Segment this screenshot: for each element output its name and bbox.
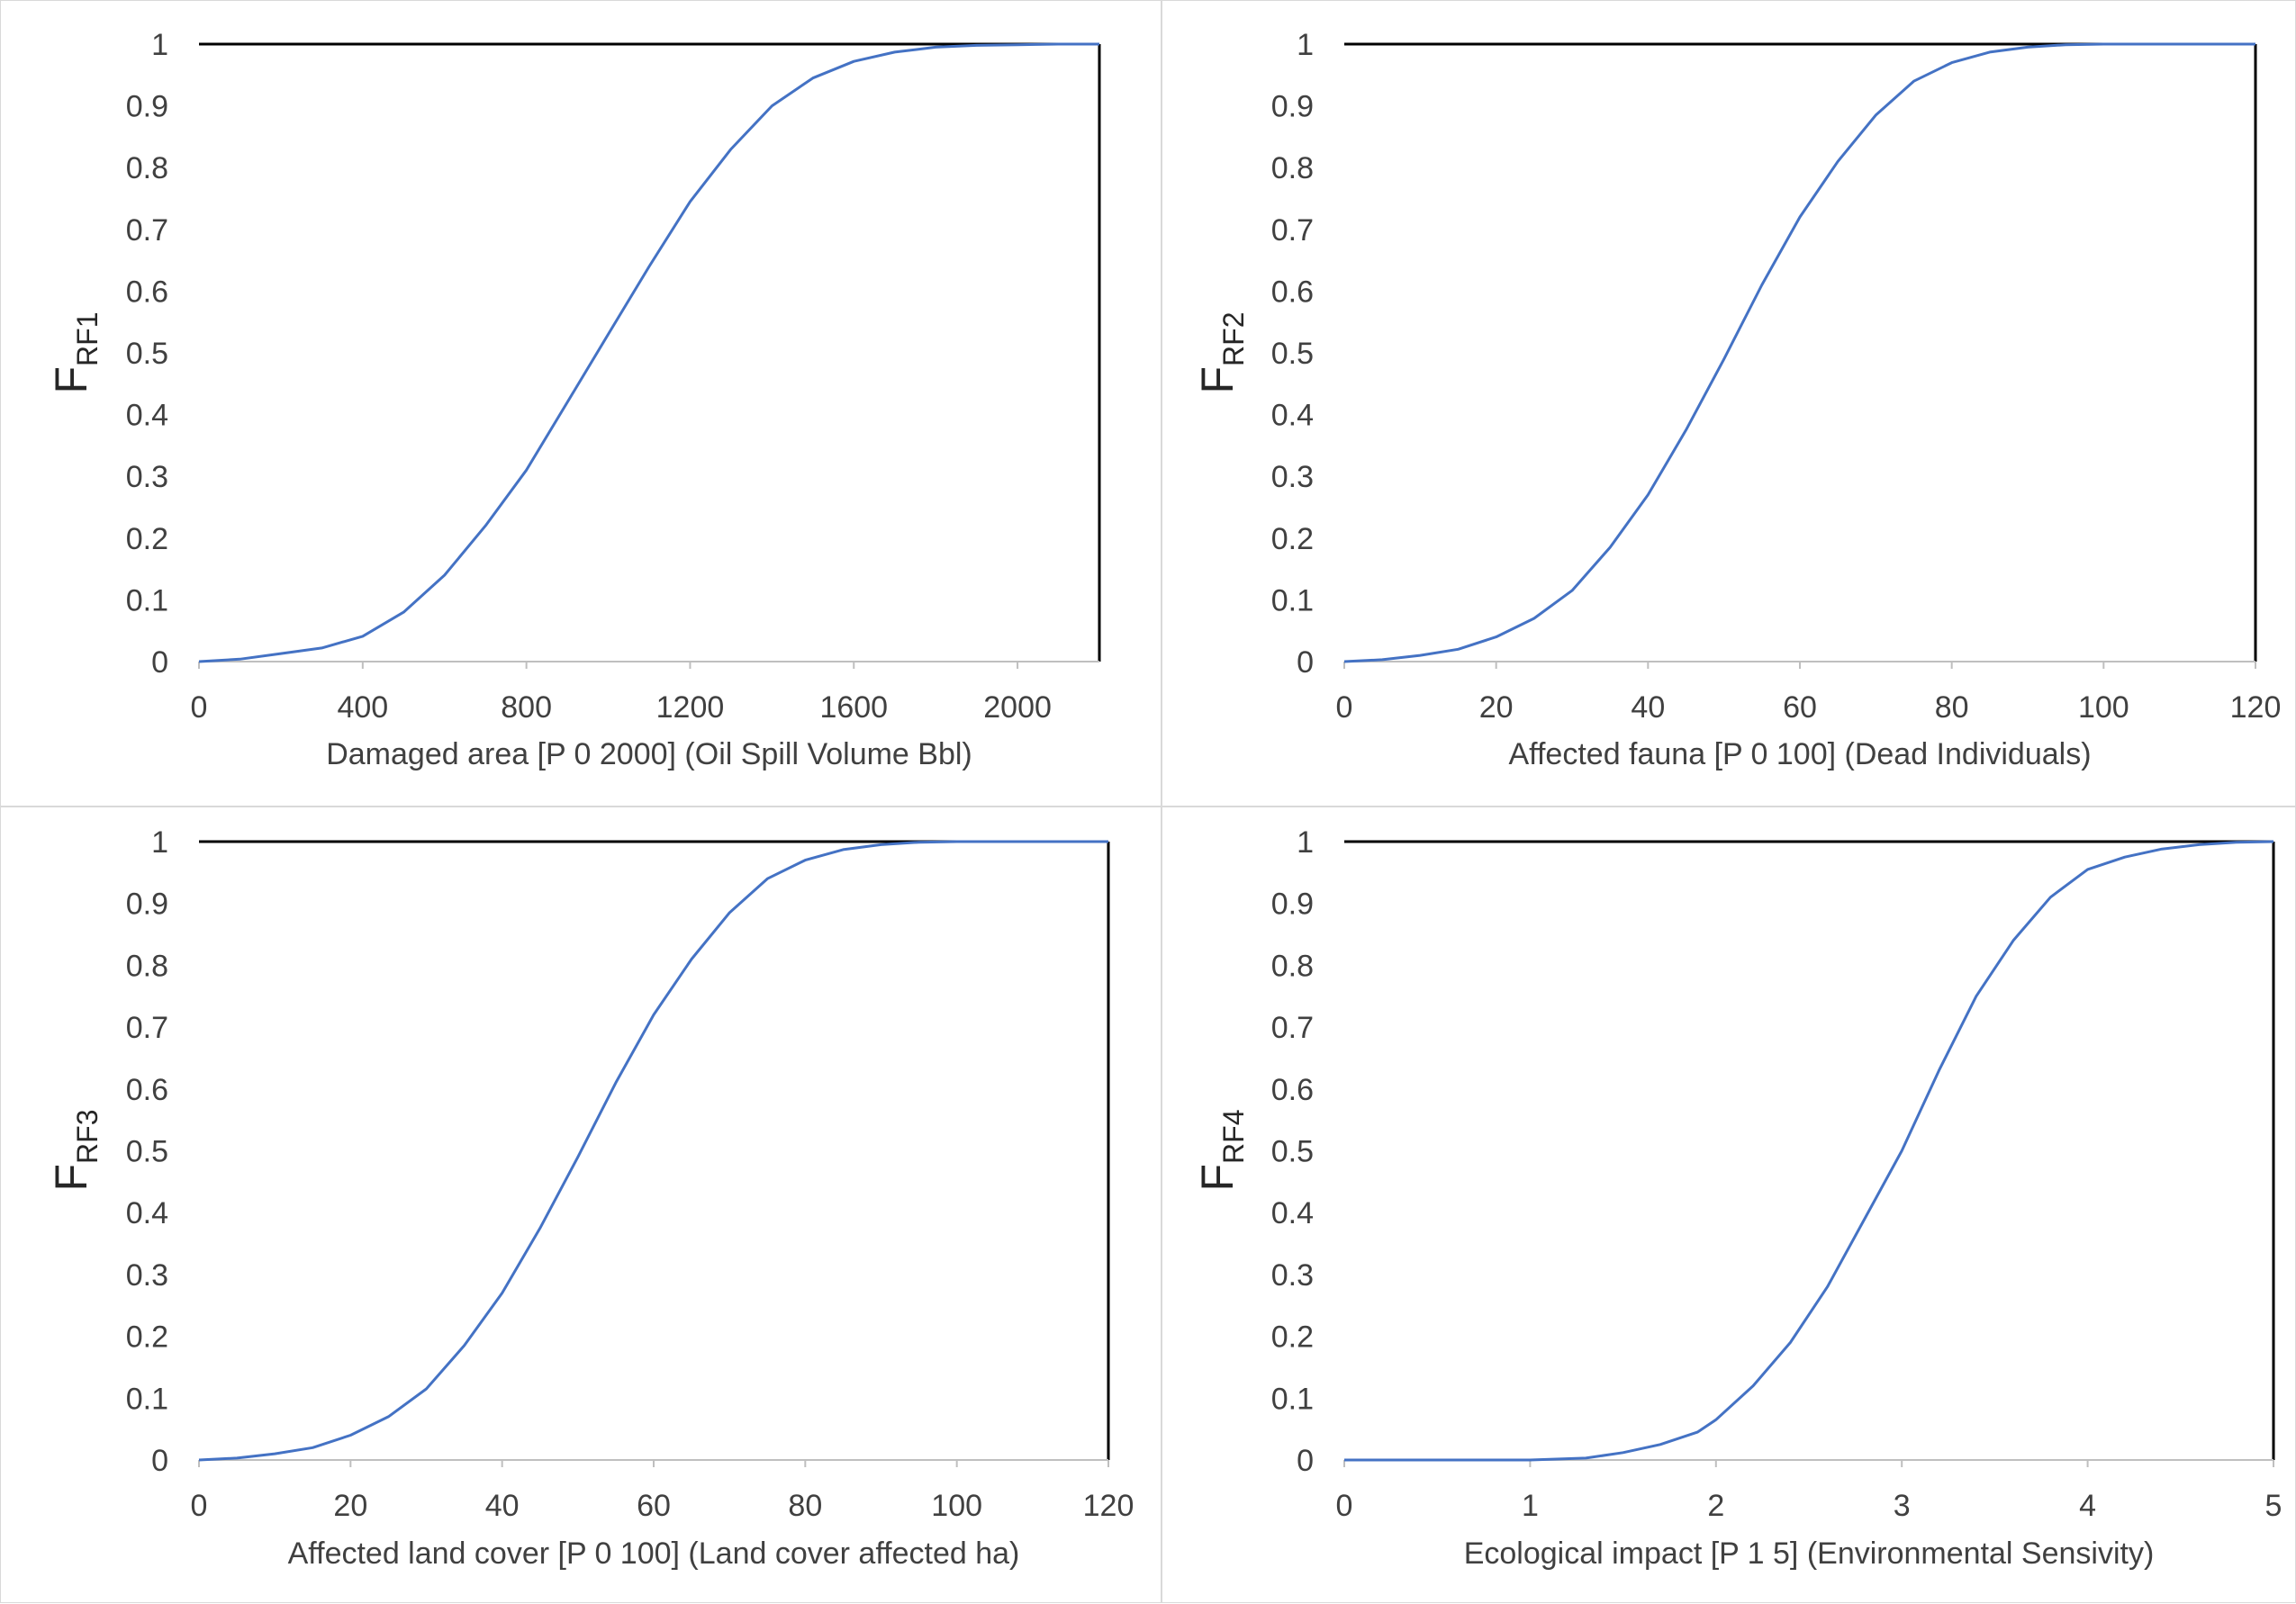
x-tick-label: 2: [1707, 1489, 1724, 1523]
y-tick-label: 0: [1297, 1444, 1314, 1478]
x-tick-label: 1200: [656, 690, 725, 725]
y-tick-label: 0.1: [1271, 1382, 1314, 1416]
x-tick-label: 800: [501, 690, 552, 725]
y-tick-label: 0.2: [1271, 522, 1314, 556]
y-tick-label: 0.8: [1271, 151, 1314, 185]
y-tick-label: 0.5: [126, 337, 168, 371]
y-tick-label: 0.7: [126, 1011, 168, 1045]
y-axis-label: FRF4: [1192, 1110, 1250, 1192]
y-tick-label: 0.4: [126, 399, 168, 433]
x-tick-label: 20: [333, 1489, 367, 1523]
y-tick-label: 0.6: [126, 275, 168, 309]
y-tick-label: 0: [151, 1444, 168, 1478]
x-tick-label: 100: [931, 1489, 982, 1523]
cdf-series-line: [1343, 42, 2255, 663]
x-tick-label: 40: [485, 1489, 520, 1523]
y-tick-label: 0.1: [126, 583, 168, 617]
x-tick-label: 400: [337, 690, 388, 725]
y-tick-label: 0.2: [126, 522, 168, 556]
chart-svg: 0 0.1 0.2 0.3 0.4 0.5 0.6 0.7 0.8 0.9 1 0 1 2 3 4 5 Ecolo…: [1192, 825, 2282, 1571]
y-axis-label: FRF2: [1192, 312, 1250, 394]
x-tick-label: 0: [191, 690, 208, 725]
y-tick-label: 0.1: [1271, 583, 1314, 617]
y-tick-label: 0.9: [126, 90, 168, 124]
y-tick-label: 0.3: [126, 460, 168, 494]
y-tick-label: 0.2: [126, 1320, 168, 1355]
x-tick-label: 5: [2265, 1489, 2282, 1523]
x-tick-label: 80: [788, 1489, 822, 1523]
x-tick-label: 0: [1336, 690, 1353, 725]
x-tick-label: 120: [2230, 690, 2282, 725]
x-tick-label: 80: [1935, 690, 1969, 725]
y-tick-label: 0.5: [126, 1135, 168, 1169]
y-tick-label: 0.7: [1271, 1011, 1314, 1045]
cdf-series-line: [198, 840, 1108, 1462]
y-tick-label: 0.9: [1271, 90, 1314, 124]
y-tick-label: 0.9: [126, 888, 168, 922]
chart-svg: 0 0.1 0.2 0.3 0.4 0.5 0.6 0.7 0.8 0.9 1 0 20 40 60 80 10…: [46, 825, 1134, 1571]
chart-panel-rf2: 0 0.1 0.2 0.3 0.4 0.5 0.6 0.7 0.8 0.9 1 0 20 40 60 80 10…: [1162, 0, 2296, 807]
chart-panel-rf1: 0 0.1 0.2 0.3 0.4 0.5 0.6 0.7 0.8 0.9 1 0 400 800 1200…: [0, 0, 1162, 807]
chart-panel-rf4: 0 0.1 0.2 0.3 0.4 0.5 0.6 0.7 0.8 0.9 1 0 1 2 3 4 5 Ecolo…: [1162, 807, 2296, 1603]
y-axis-label: FRF1: [46, 312, 104, 394]
x-tick-label: 4: [2079, 1489, 2096, 1523]
chart-svg: 0 0.1 0.2 0.3 0.4 0.5 0.6 0.7 0.8 0.9 1 0 400 800 1200…: [46, 28, 1101, 771]
y-tick-label: 0.8: [126, 949, 168, 983]
y-tick-label: 0.5: [1271, 1135, 1314, 1169]
y-tick-label: 0.1: [126, 1382, 168, 1416]
y-tick-label: 1: [151, 28, 168, 62]
x-tick-label: 1600: [819, 690, 888, 725]
chart-svg: 0 0.1 0.2 0.3 0.4 0.5 0.6 0.7 0.8 0.9 1 0 20 40 60 80 10…: [1192, 28, 2282, 771]
y-tick-label: 1: [1297, 28, 1314, 62]
x-tick-label: 2000: [983, 690, 1052, 725]
x-axis-label: Damaged area [P 0 2000] (Oil Spill Volum…: [326, 737, 972, 771]
y-tick-label: 0.2: [1271, 1320, 1314, 1355]
x-axis-label: Affected fauna [P 0 100] (Dead Individua…: [1508, 737, 2091, 771]
x-tick-label: 0: [1336, 1489, 1353, 1523]
x-tick-label: 3: [1894, 1489, 1911, 1523]
y-tick-label: 0.6: [1271, 1073, 1314, 1107]
y-tick-label: 1: [151, 825, 168, 860]
x-axis-label: Affected land cover [P 0 100] (Land cove…: [288, 1536, 1020, 1571]
cdf-series-line: [1344, 840, 2274, 1462]
y-tick-label: 0.8: [1271, 949, 1314, 983]
y-tick-label: 0.7: [1271, 213, 1314, 248]
y-tick-label: 1: [1297, 825, 1314, 860]
x-tick-label: 60: [637, 1489, 671, 1523]
y-tick-label: 0.8: [126, 151, 168, 185]
x-tick-label: 1: [1522, 1489, 1539, 1523]
x-tick-label: 20: [1479, 690, 1514, 725]
y-tick-label: 0.4: [1271, 399, 1314, 433]
y-tick-label: 0: [151, 645, 168, 680]
y-tick-label: 0.3: [126, 1258, 168, 1293]
x-tick-label: 100: [2078, 690, 2129, 725]
y-axis-label: FRF3: [46, 1110, 104, 1192]
y-tick-label: 0.5: [1271, 337, 1314, 371]
cdf-series-line: [198, 42, 1099, 663]
x-tick-label: 40: [1631, 690, 1665, 725]
x-axis-label: Ecological impact [P 1 5] (Environmental…: [1464, 1536, 2155, 1571]
y-tick-label: 0.6: [1271, 275, 1314, 309]
y-tick-label: 0.9: [1271, 888, 1314, 922]
y-tick-label: 0.4: [1271, 1196, 1314, 1230]
y-tick-label: 0.3: [1271, 460, 1314, 494]
x-tick-label: 120: [1083, 1489, 1134, 1523]
y-tick-label: 0: [1297, 645, 1314, 680]
x-tick-label: 60: [1783, 690, 1817, 725]
y-tick-label: 0.3: [1271, 1258, 1314, 1293]
x-tick-label: 0: [191, 1489, 208, 1523]
y-tick-label: 0.4: [126, 1196, 168, 1230]
chart-panel-rf3: 0 0.1 0.2 0.3 0.4 0.5 0.6 0.7 0.8 0.9 1 0 20 40 60 80 10…: [0, 807, 1162, 1603]
y-tick-label: 0.7: [126, 213, 168, 248]
y-tick-label: 0.6: [126, 1073, 168, 1107]
